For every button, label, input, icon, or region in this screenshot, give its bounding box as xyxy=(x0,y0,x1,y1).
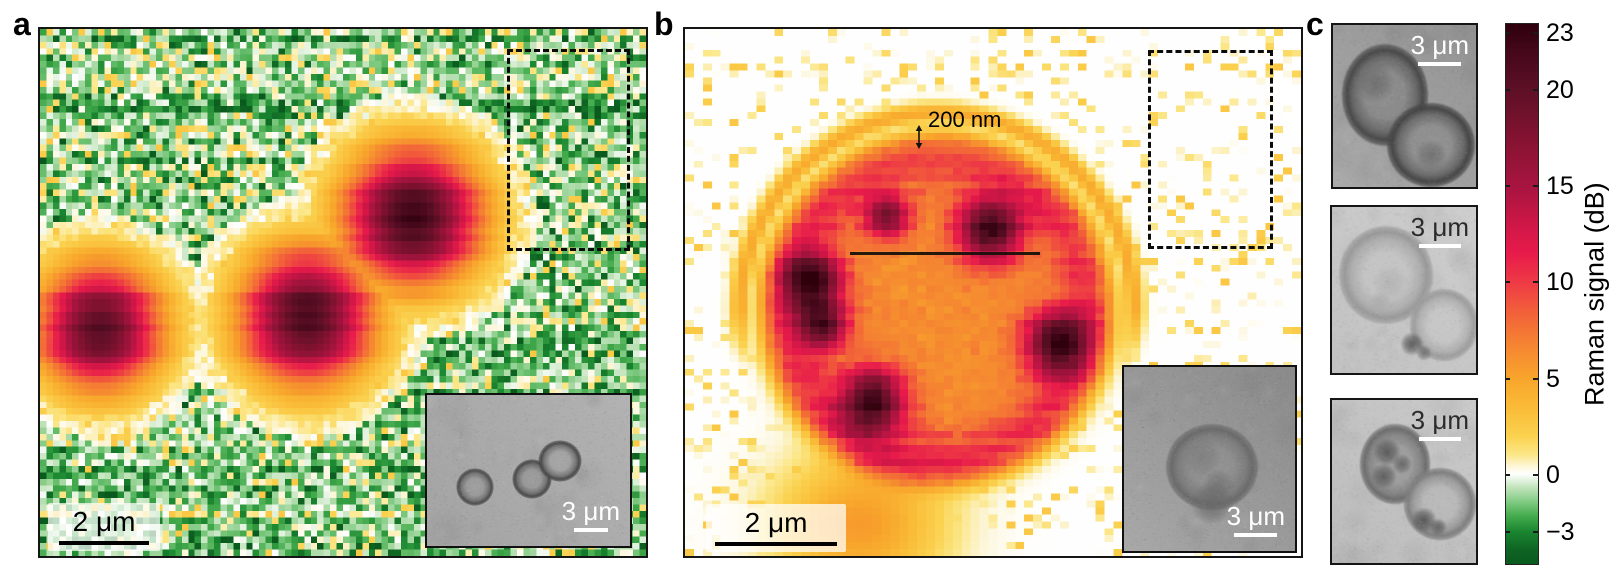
panel-c-image-2: 3 μm xyxy=(1330,205,1478,375)
panel-c-image-1-scale-line xyxy=(1418,62,1462,67)
colorbar-tick-label: 23 xyxy=(1546,18,1574,47)
panel-a-inset-scale-label: 3 μm xyxy=(561,495,620,526)
colorbar-title: Raman signal (dB) xyxy=(1579,182,1610,406)
panel-b-inset-scale-line xyxy=(1234,533,1278,537)
panel-a-inset-brightfield: 3 μm xyxy=(425,393,632,548)
colorbar-tick-mark xyxy=(1505,531,1510,534)
panel-b-inset-scale-bar: 3 μm xyxy=(1226,500,1285,537)
colorbar-tick-label: 20 xyxy=(1546,76,1574,105)
panel-b-scan-line-artifact xyxy=(850,252,1040,255)
panel-a-inset-scale-bar: 3 μm xyxy=(561,495,620,532)
double-arrow-icon xyxy=(915,125,923,149)
panel-a-roi-dashed-box xyxy=(507,49,630,251)
panel-b-scale-bar-label: 2 μm xyxy=(744,507,808,538)
panel-c-image-1-scale-bar: 3 μm xyxy=(1410,30,1469,67)
panel-c-image-3-scale-label: 3 μm xyxy=(1410,405,1469,435)
colorbar-gradient xyxy=(1506,24,1538,564)
panel-c-image-2-canvas xyxy=(1332,207,1476,373)
colorbar-tick-mark xyxy=(1533,377,1538,380)
panel-b-label: b xyxy=(654,6,674,42)
colorbar-tick-mark xyxy=(1533,531,1538,534)
colorbar-tick-mark xyxy=(1533,31,1538,34)
panel-c-image-3-scale-bar: 3 μm xyxy=(1410,405,1469,442)
colorbar-tick-mark xyxy=(1533,473,1538,476)
colorbar-tick-label: 10 xyxy=(1546,268,1574,297)
panel-b-inset-scale-label: 3 μm xyxy=(1226,500,1285,531)
panel-c-image-2-scale-line xyxy=(1418,244,1461,249)
panel-c-image-2-scale-bar: 3 μm xyxy=(1410,212,1469,249)
panel-c-image-1-canvas xyxy=(1333,25,1476,187)
panel-b-scale-bar: 2 μm xyxy=(706,504,846,552)
colorbar-tick-mark xyxy=(1533,89,1538,92)
panel-c-image-3-scale-line xyxy=(1418,437,1461,442)
colorbar-tick-mark xyxy=(1505,473,1510,476)
colorbar-tick-label: 5 xyxy=(1546,364,1560,393)
panel-c-image-2-scale-label: 3 μm xyxy=(1410,212,1469,242)
panel-b-roi-dashed-box xyxy=(1148,50,1273,249)
panel-a-inset-canvas xyxy=(427,395,630,546)
panel-b-annotation-200nm: 200 nm xyxy=(928,107,1002,132)
panel-a-scale-bar-line xyxy=(59,541,149,546)
panel-a-raman-map: 2 μm 3 μm xyxy=(38,27,648,558)
panel-a-scale-bar-label: 2 μm xyxy=(72,506,136,537)
colorbar-tick-mark xyxy=(1505,89,1510,92)
colorbar-tick-mark xyxy=(1505,31,1510,34)
panel-b-inset-brightfield: 3 μm xyxy=(1122,365,1297,553)
panel-b-raman-map: 200 nm 2 μm 3 μm xyxy=(683,27,1303,558)
panel-a-label: a xyxy=(13,6,31,42)
colorbar-tick-mark xyxy=(1533,185,1538,188)
panel-b-inset-canvas xyxy=(1124,367,1295,551)
panel-c-image-1-scale-label: 3 μm xyxy=(1410,30,1469,60)
panel-a-inset-scale-line xyxy=(573,528,608,532)
colorbar-tick-label: 0 xyxy=(1546,460,1560,489)
colorbar-tick-label: −3 xyxy=(1546,518,1575,547)
panel-c-label: c xyxy=(1306,6,1324,42)
colorbar-tick-mark xyxy=(1533,281,1538,284)
colorbar xyxy=(1505,23,1539,565)
colorbar-tick-mark xyxy=(1505,281,1510,284)
colorbar-tick-mark xyxy=(1505,185,1510,188)
panel-b-scale-bar-line xyxy=(715,542,837,547)
panel-c-image-3-canvas xyxy=(1332,400,1476,563)
colorbar-tick-label: 15 xyxy=(1546,172,1574,201)
panel-a-scale-bar: 2 μm xyxy=(48,503,160,551)
colorbar-tick-mark xyxy=(1505,377,1510,380)
panel-c-image-3: 3 μm xyxy=(1330,398,1478,565)
panel-c-image-1: 3 μm xyxy=(1331,23,1478,189)
